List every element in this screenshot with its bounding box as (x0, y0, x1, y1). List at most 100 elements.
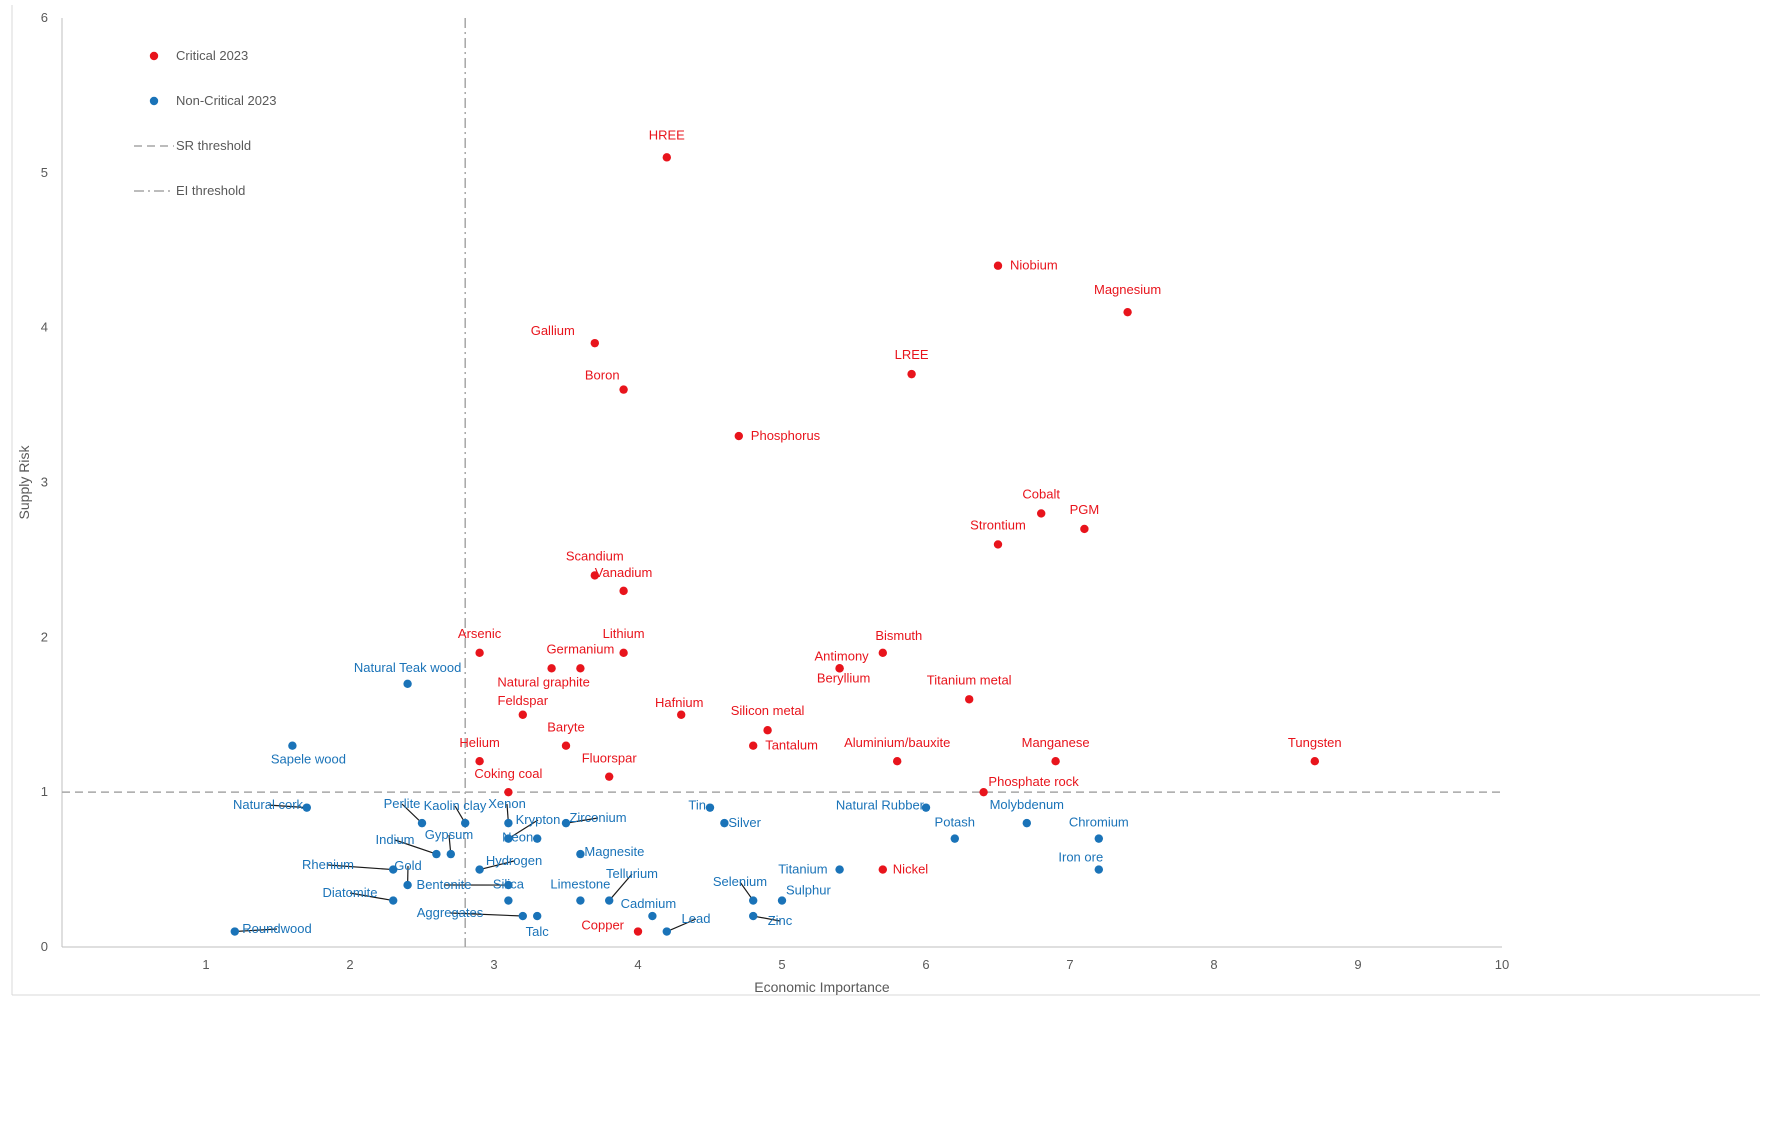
x-tick-label: 5 (778, 957, 785, 972)
data-point-noncritical (389, 896, 397, 904)
point-label: Roundwood (242, 921, 311, 936)
point-label: Gypsum (425, 827, 473, 842)
data-point-critical (634, 927, 642, 935)
data-point-noncritical (403, 881, 411, 889)
y-tick-label: 2 (41, 629, 48, 644)
data-point-critical (1123, 308, 1131, 316)
data-point-noncritical (749, 912, 757, 920)
data-point-noncritical (663, 927, 671, 935)
point-label: Vanadium (595, 565, 653, 580)
data-point-critical (591, 339, 599, 347)
point-label: Silicon metal (731, 703, 805, 718)
data-point-noncritical (1095, 865, 1103, 873)
point-label: Germanium (546, 641, 614, 656)
point-label: Lithium (603, 626, 645, 641)
data-point-critical (735, 432, 743, 440)
x-tick-label: 4 (634, 957, 641, 972)
point-label: Magnesite (584, 844, 644, 859)
data-point-critical (663, 153, 671, 161)
data-point-critical (1037, 509, 1045, 517)
point-label: Potash (935, 815, 975, 830)
y-tick-label: 0 (41, 939, 48, 954)
point-label: Magnesium (1094, 282, 1161, 297)
point-label: Tin (688, 798, 706, 813)
x-tick-label: 1 (202, 957, 209, 972)
point-label: Beryllium (817, 670, 870, 685)
legend-label: SR threshold (176, 138, 251, 153)
point-label: Indium (375, 832, 414, 847)
data-point-noncritical (447, 850, 455, 858)
point-label: Neon (502, 830, 533, 845)
point-label: Zirconium (569, 810, 626, 825)
point-label: Phosphorus (751, 428, 821, 443)
data-point-noncritical (778, 896, 786, 904)
data-point-noncritical (533, 912, 541, 920)
point-label: Strontium (970, 517, 1026, 532)
x-tick-label: 7 (1066, 957, 1073, 972)
data-point-noncritical (475, 865, 483, 873)
data-point-critical (1080, 525, 1088, 533)
data-point-noncritical (605, 896, 613, 904)
data-point-critical (749, 742, 757, 750)
data-point-critical (619, 587, 627, 595)
point-label: Nickel (893, 862, 929, 877)
data-point-noncritical (576, 896, 584, 904)
point-label: Bentonite (417, 877, 472, 892)
point-label: Gold (394, 858, 421, 873)
data-point-noncritical (303, 803, 311, 811)
point-label: Boron (585, 368, 620, 383)
point-label: Lead (682, 911, 711, 926)
point-label: Iron ore (1058, 850, 1103, 865)
legend-marker-noncritical (150, 97, 158, 105)
point-label: Tungsten (1288, 735, 1342, 750)
point-label: Hafnium (655, 695, 703, 710)
point-label: Phosphate rock (988, 774, 1079, 789)
y-tick-label: 5 (41, 165, 48, 180)
data-point-noncritical (403, 680, 411, 688)
data-point-noncritical (1095, 834, 1103, 842)
point-label: Tellurium (606, 866, 658, 881)
x-tick-label: 3 (490, 957, 497, 972)
data-point-noncritical (231, 927, 239, 935)
point-label: Niobium (1010, 258, 1058, 273)
data-point-critical (576, 664, 584, 672)
point-label: Scandium (566, 548, 624, 563)
legend-marker-critical (150, 52, 158, 60)
data-point-noncritical (519, 912, 527, 920)
point-label: PGM (1070, 502, 1100, 517)
data-point-critical (619, 649, 627, 657)
data-point-noncritical (504, 819, 512, 827)
data-point-critical (475, 757, 483, 765)
data-point-critical (965, 695, 973, 703)
point-label: Rhenium (302, 857, 354, 872)
point-label: Cadmium (621, 896, 677, 911)
data-point-noncritical (533, 834, 541, 842)
data-point-noncritical (706, 803, 714, 811)
point-label: Copper (581, 918, 624, 933)
legend-label: Non-Critical 2023 (176, 93, 276, 108)
data-point-critical (994, 540, 1002, 548)
data-point-critical (475, 649, 483, 657)
x-tick-label: 10 (1495, 957, 1509, 972)
data-point-critical (893, 757, 901, 765)
point-label: Xenon (488, 796, 526, 811)
point-label: Chromium (1069, 815, 1129, 830)
point-label: Cobalt (1022, 486, 1060, 501)
point-label: Hydrogen (486, 853, 542, 868)
point-label: Natural Rubber (836, 798, 925, 813)
y-tick-label: 4 (41, 320, 48, 335)
data-point-critical (879, 865, 887, 873)
data-point-noncritical (288, 742, 296, 750)
point-label: Silica (493, 877, 525, 892)
point-label: Perlite (384, 796, 421, 811)
data-point-noncritical (749, 896, 757, 904)
data-point-critical (1051, 757, 1059, 765)
legend-label: EI threshold (176, 183, 245, 198)
point-label: Kaolin clay (424, 798, 487, 813)
point-label: Arsenic (458, 626, 502, 641)
data-point-noncritical (576, 850, 584, 858)
